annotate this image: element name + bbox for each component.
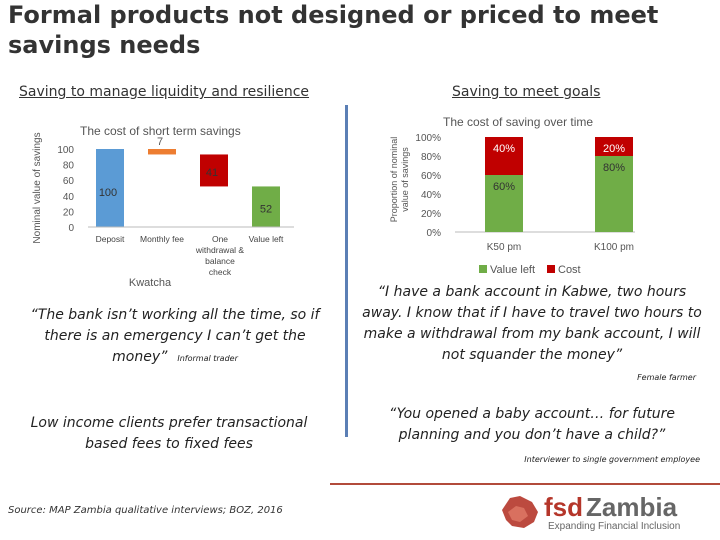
y-tick-label: 20: [63, 207, 75, 218]
data-label: 100: [99, 187, 117, 199]
bar: [200, 154, 228, 187]
data-label: 80%: [603, 162, 625, 174]
x-tick-label: check: [209, 267, 232, 277]
legend-swatch: [547, 265, 555, 273]
x-axis-label: Kwatcha: [129, 277, 172, 289]
legend-swatch: [479, 265, 487, 273]
data-label: 20%: [603, 143, 625, 155]
x-tick-label: withdrawal &: [195, 245, 245, 255]
quote-text: “The bank isn’t working all the time, so…: [30, 307, 320, 365]
source-note: Source: MAP Zambia qualitative interview…: [8, 505, 283, 516]
y-axis-label: Proportion of nominal: [389, 137, 399, 223]
zambia-map-icon: [502, 496, 538, 528]
y-tick-label: 40: [63, 192, 75, 203]
quote-attribution: Interviewer to single government employe…: [524, 455, 700, 464]
logo-prefix: fsd: [544, 492, 583, 522]
y-tick-label: 0%: [427, 228, 442, 239]
footer-rule: [330, 483, 720, 485]
savings-over-time-chart: The cost of saving over time Proportion o…: [389, 115, 635, 276]
data-label: 40%: [493, 143, 515, 155]
female-farmer-quote: “I have a bank account in Kabwe, two hou…: [362, 284, 702, 363]
y-tick-label: 60%: [421, 171, 441, 182]
x-tick-label: Deposit: [96, 234, 125, 244]
chart-title: The cost of short term savings: [80, 124, 241, 138]
data-label: 7: [157, 136, 163, 148]
data-label: 60%: [493, 181, 515, 193]
x-tick-label: Monthly fee: [140, 234, 184, 244]
legend-label: Cost: [558, 264, 581, 276]
y-axis-label: value of savings: [400, 147, 410, 212]
bar: [96, 149, 124, 227]
quote-attribution: Female farmer: [637, 373, 696, 382]
legend-label: Value left: [490, 264, 535, 276]
y-tick-label: 60: [63, 176, 75, 187]
right-section-heading: Saving to meet goals: [452, 84, 601, 100]
x-tick-label: One: [212, 234, 228, 244]
y-tick-label: 20%: [421, 209, 441, 220]
data-label: 52: [260, 204, 272, 216]
short-term-savings-chart: The cost of short term savings Nominal va…: [32, 124, 294, 289]
left-section-heading: Saving to manage liquidity and resilienc…: [19, 84, 310, 100]
bar-segment: [485, 175, 523, 232]
fsd-zambia-logo: fsd Zambia Expanding Financial Inclusion: [502, 492, 680, 532]
y-tick-label: 40%: [421, 190, 441, 201]
bar-segment: [595, 156, 633, 232]
informal-trader-quote: “The bank isn’t working all the time, so…: [20, 305, 330, 369]
x-tick-label: balance: [205, 256, 235, 266]
logo-name: Zambia: [586, 492, 678, 522]
fee-preference-statement: Low income clients prefer transactional …: [30, 415, 308, 452]
bar: [148, 149, 176, 155]
y-tick-label: 80: [63, 161, 75, 172]
bar: [252, 186, 280, 227]
y-tick-label: 80%: [421, 152, 441, 163]
quote-attribution: Informal trader: [177, 354, 238, 363]
page-title: Formal products not designed or priced t…: [8, 1, 659, 59]
bar-segment: [485, 137, 523, 175]
x-tick-label: Value left: [249, 234, 284, 244]
bar-segment: [595, 137, 633, 156]
chart-title: The cost of saving over time: [443, 115, 593, 129]
x-tick-label: K50 pm: [487, 242, 521, 253]
y-tick-label: 100%: [415, 133, 441, 144]
data-label: 41: [206, 167, 218, 179]
y-axis-label: Nominal value of savings: [32, 132, 43, 243]
x-tick-label: K100 pm: [594, 242, 634, 253]
logo-tagline: Expanding Financial Inclusion: [548, 521, 680, 532]
y-tick-label: 0: [68, 223, 74, 234]
section-divider: [345, 105, 348, 437]
baby-account-quote: “You opened a baby account… for future p…: [389, 406, 675, 443]
y-tick-label: 100: [57, 145, 74, 156]
